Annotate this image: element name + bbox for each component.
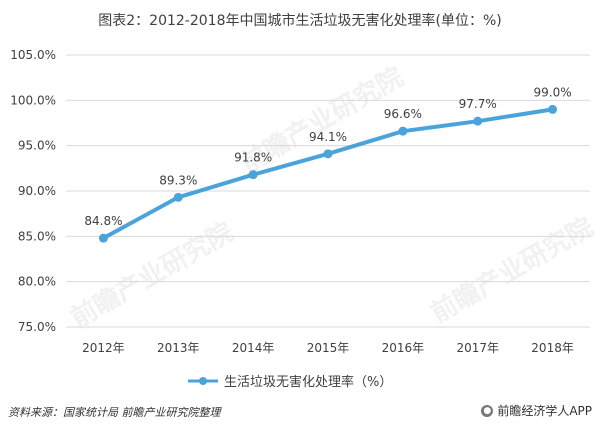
data-points: [98, 104, 558, 243]
data-label: 99.0%: [534, 85, 572, 99]
y-tick-label: 85.0%: [18, 229, 56, 243]
brand-logo-icon: ●: [481, 404, 494, 417]
data-label: 97.7%: [459, 97, 497, 111]
x-axis-ticks: 2012年 2013年 2014年 2015年 2016年 2017年 2018年: [82, 341, 574, 355]
data-label: 94.1%: [309, 130, 347, 144]
chart-title: 图表2：2012-2018年中国城市生活垃圾无害化处理率(单位：%): [98, 13, 502, 29]
data-point: [98, 233, 108, 243]
x-tick-label: 2013年: [157, 341, 200, 355]
y-tick-label: 75.0%: [18, 320, 56, 334]
x-tick-label: 2012年: [82, 341, 125, 355]
legend-marker-icon: [199, 377, 207, 385]
y-tick-label: 100.0%: [10, 93, 56, 107]
y-tick-label: 80.0%: [18, 275, 56, 289]
data-label: 96.6%: [384, 107, 422, 121]
grid-lines: [66, 54, 590, 328]
y-tick-label: 90.0%: [18, 184, 56, 198]
data-point: [323, 149, 333, 159]
line-chart: 75.0% 80.0% 85.0% 90.0% 95.0% 100.0% 105.0% 20…: [10, 48, 590, 390]
x-tick-label: 2017年: [456, 341, 499, 355]
data-point: [173, 192, 183, 202]
brand: ● 前瞻经济学人APP: [481, 402, 592, 419]
data-labels: 84.8% 89.3% 91.8% 94.1% 96.6% 97.7% 99.0%: [84, 85, 571, 228]
data-point: [473, 116, 483, 126]
x-tick-label: 2018年: [531, 341, 574, 355]
x-tick-label: 2014年: [232, 341, 275, 355]
y-tick-label: 95.0%: [18, 139, 56, 153]
x-tick-label: 2016年: [382, 341, 425, 355]
data-label: 91.8%: [234, 151, 272, 165]
legend-label: 生活垃圾无害化处理率（%）: [224, 374, 392, 390]
data-label: 84.8%: [84, 214, 122, 228]
data-point: [548, 104, 558, 114]
legend: 生活垃圾无害化处理率（%）: [188, 374, 392, 390]
brand-name: 前瞻经济学人APP: [497, 404, 592, 418]
source-note: 资料来源：国家统计局 前瞻产业研究院整理: [8, 406, 221, 419]
data-point: [248, 170, 258, 180]
y-tick-label: 105.0%: [10, 48, 56, 62]
y-axis-ticks: 75.0% 80.0% 85.0% 90.0% 95.0% 100.0% 105.0%: [10, 48, 56, 334]
x-tick-label: 2015年: [307, 341, 350, 355]
data-label: 89.3%: [159, 173, 197, 187]
data-point: [398, 126, 408, 136]
